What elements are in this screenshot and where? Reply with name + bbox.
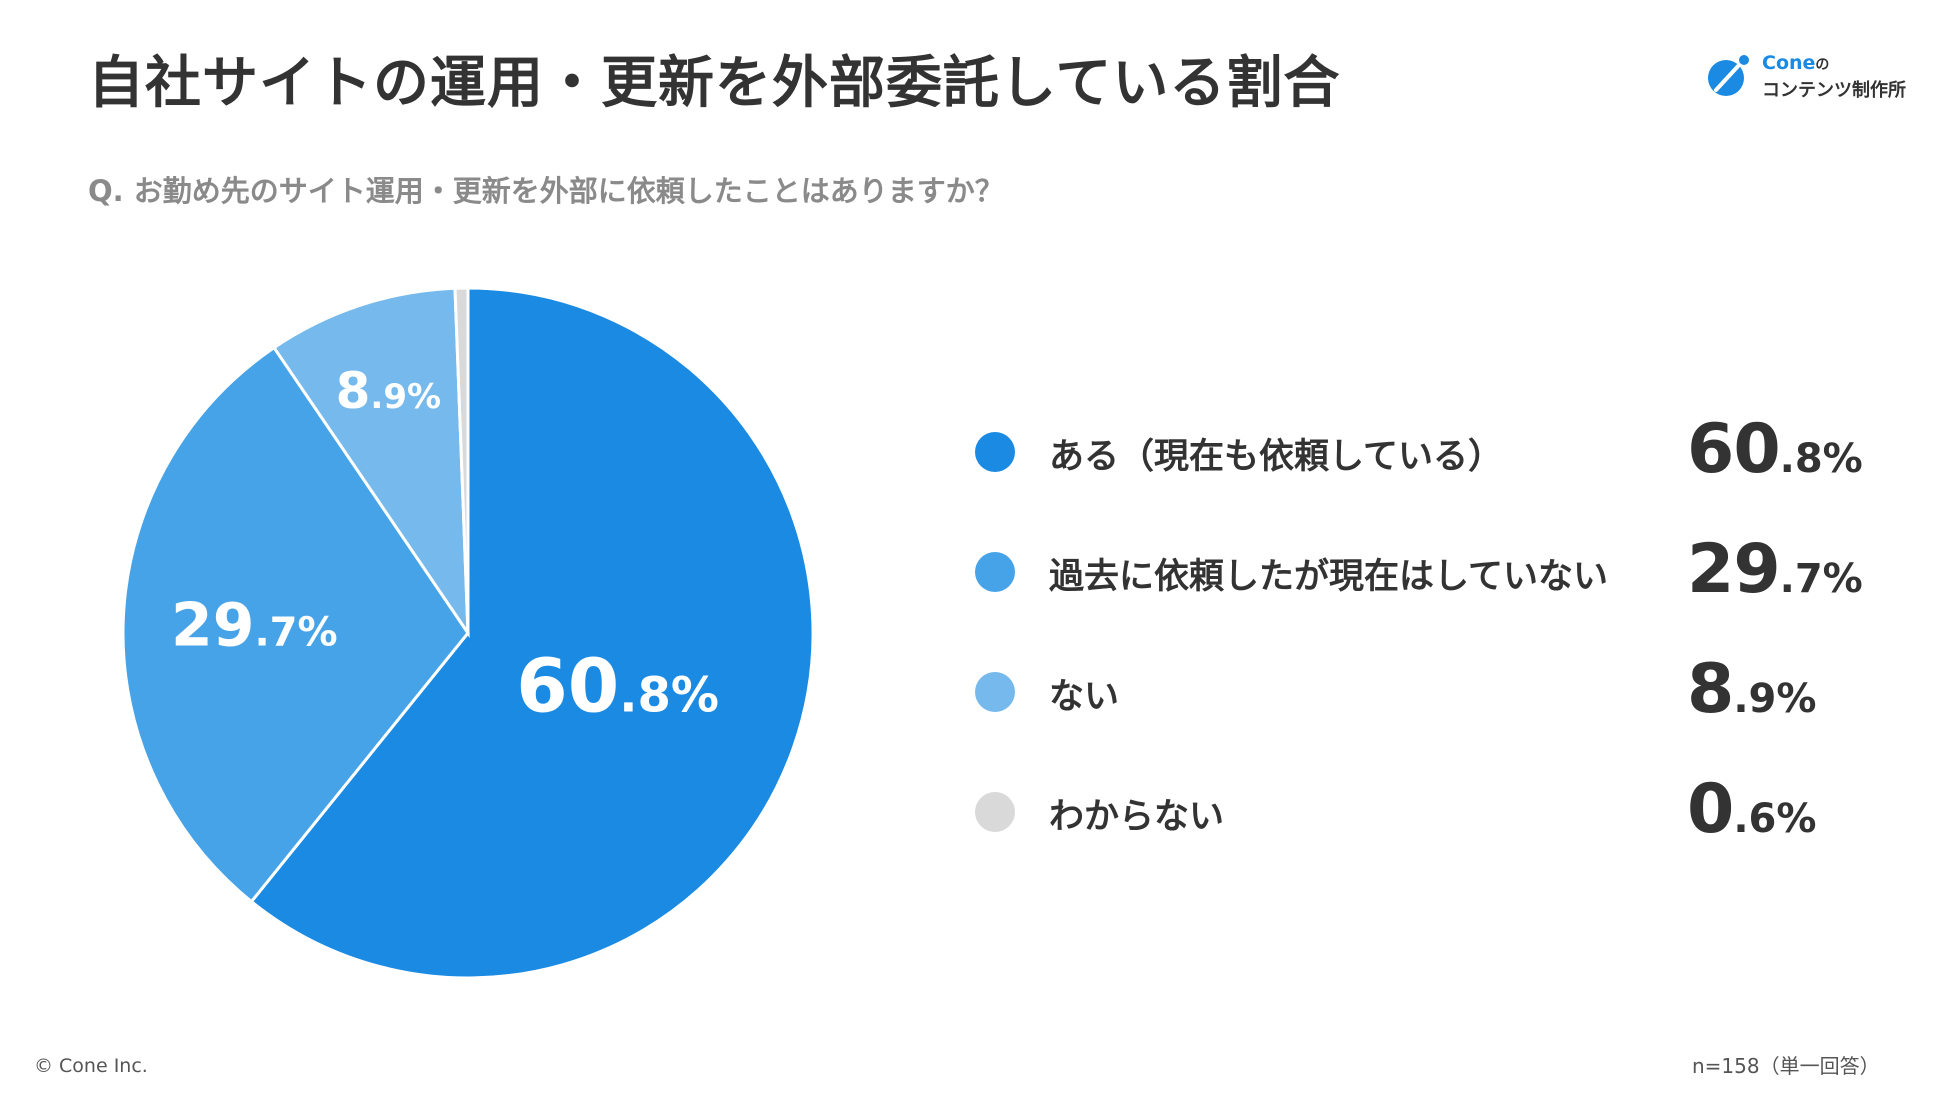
legend-label: ある（現在も依頼している）	[1049, 437, 1503, 477]
legend-value: 8.9%	[1687, 650, 1816, 729]
logo-subtitle: コンテンツ制作所	[1762, 80, 1906, 101]
pie-slice-label-3: 8.9%	[336, 362, 441, 420]
legend-swatch-icon	[975, 432, 1015, 472]
legend-value: 0.6%	[1687, 770, 1816, 849]
logo-mark-icon	[1708, 55, 1749, 96]
legend-swatch-icon	[975, 672, 1015, 712]
legend-value: 29.7%	[1687, 530, 1863, 609]
pie-slice-label-1: 60.8%	[516, 644, 719, 730]
brand-logo: Coneの コンテンツ制作所	[1706, 52, 1936, 102]
legend-item: 過去に依頼したが現在はしていない 29.7%	[975, 530, 1875, 610]
legend-value: 60.8%	[1687, 410, 1863, 489]
page-title: 自社サイトの運用・更新を外部委託している割合	[88, 51, 1341, 116]
legend-swatch-icon	[975, 792, 1015, 832]
legend-value-integer: 29	[1687, 530, 1781, 609]
legend-label: 過去に依頼したが現在はしていない	[1049, 557, 1608, 597]
logo-brand: Cone	[1762, 52, 1816, 74]
legend-value-decimal: .6%	[1733, 796, 1817, 842]
pie-slice-4	[453, 286, 470, 634]
survey-question: Q. お勤め先のサイト運用・更新を外部に依頼したことはありますか？	[88, 174, 1004, 208]
pie-slice-1	[249, 286, 815, 980]
logo-particle: の	[1815, 57, 1830, 73]
legend-label: ない	[1049, 677, 1120, 717]
legend-item: わからない 0.6%	[975, 770, 1875, 850]
pie-slice-3	[271, 286, 470, 639]
legend-value-decimal: .9%	[1733, 676, 1817, 722]
pie-chart: 60.8% 29.7% 8.9%	[118, 283, 818, 983]
legend-swatch-icon	[975, 552, 1015, 592]
pie-chart-svg: 60.8% 29.7% 8.9%	[121, 286, 815, 980]
legend-value-decimal: .7%	[1779, 556, 1863, 602]
legend-value-integer: 8	[1687, 650, 1734, 729]
legend-value-decimal: .8%	[1779, 436, 1863, 482]
pie-slice-label-2: 29.7%	[171, 590, 338, 660]
legend-value-integer: 60	[1687, 410, 1781, 489]
copyright: © Cone Inc.	[34, 1055, 148, 1077]
sample-size-note: n=158（単一回答）	[1692, 1054, 1880, 1078]
pie-slice-2	[121, 345, 470, 904]
legend-item: ない 8.9%	[975, 650, 1875, 730]
legend-value-integer: 0	[1687, 770, 1734, 849]
legend-label: わからない	[1049, 797, 1225, 837]
legend-item: ある（現在も依頼している） 60.8%	[975, 410, 1875, 490]
